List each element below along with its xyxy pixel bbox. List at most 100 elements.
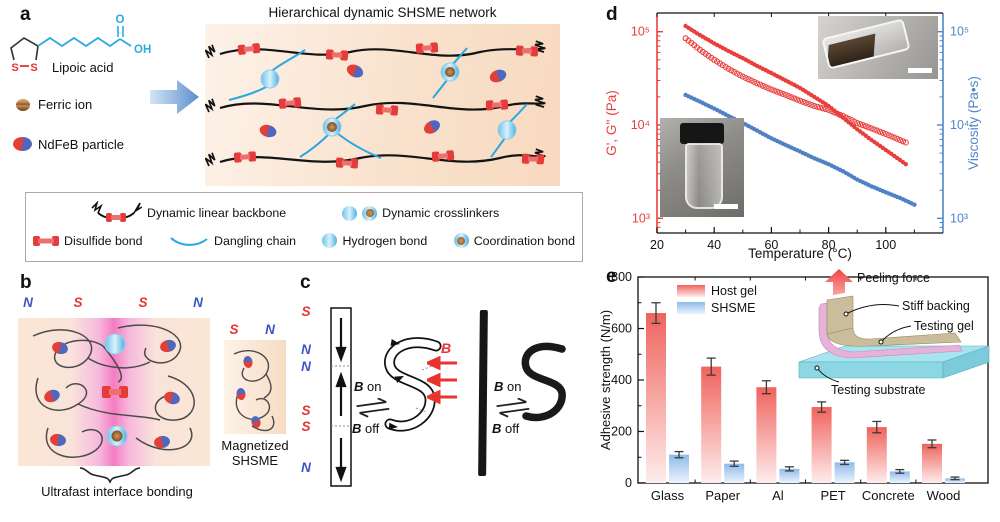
hydrogen-label: Hydrogen bond	[342, 233, 428, 248]
legend-row-1: Dynamic linear backbone Dynamic crosslin…	[26, 201, 582, 225]
ndfeb-particle-label: NdFeB particle	[38, 137, 124, 152]
d-y-tick-left: 10³	[632, 211, 650, 225]
data-point	[739, 73, 746, 80]
substrate-front	[798, 361, 944, 379]
legend-hydrogen: Hydrogen bond	[322, 233, 427, 248]
panel-d-label: d	[606, 4, 618, 25]
e-y-tick-label: 200	[611, 425, 632, 439]
leader-line	[881, 325, 912, 342]
molecule-name: Lipoic acid	[52, 60, 113, 75]
vial-cap	[680, 123, 724, 144]
host-gel-bar	[922, 443, 942, 483]
magnetized-label-line1: Magnetized	[221, 438, 289, 453]
dark-fluid	[827, 33, 876, 69]
data-point	[888, 133, 895, 140]
e-ylabel: Adhesive strength (N/m)	[600, 310, 613, 450]
pole-label-n: N	[265, 322, 275, 337]
panel-a-legend-box: Dynamic linear backbone Dynamic crosslin…	[25, 192, 583, 262]
data-point	[808, 101, 815, 108]
data-point	[828, 108, 835, 115]
b-off-label: B off	[492, 421, 519, 436]
data-point	[794, 96, 801, 103]
reaction-arrow-icon	[150, 80, 199, 114]
shsme-bar	[945, 478, 965, 483]
host-gel-bar	[811, 407, 832, 483]
host-gel-bar	[646, 313, 666, 483]
straight-strip-photo	[478, 309, 488, 477]
d-y-tick-left: 10⁴	[631, 118, 650, 132]
network-title: Hierarchical dynamic SHSME network	[268, 5, 497, 20]
d-y-tick-right: 10⁴	[950, 118, 969, 132]
data-point	[882, 130, 889, 138]
flow-arrows	[388, 338, 404, 430]
pole-label-s: S	[229, 322, 239, 337]
data-point	[871, 126, 878, 133]
hydrogen-bond-node	[260, 69, 280, 89]
sol-vial-photo	[818, 16, 938, 79]
b-symbol: B	[352, 421, 362, 436]
magnet-pole-s: S	[301, 304, 311, 319]
disulfide-bond-node	[102, 386, 128, 398]
equilibrium-arrows-icon	[496, 398, 530, 418]
pole-label-n: N	[23, 295, 33, 310]
adhesion-bar-chart: 0 200 400 600 800 Glass Paper Al PET Concrete Wood…	[600, 270, 989, 503]
e-y-tick-label: 400	[611, 373, 632, 387]
d-y-tick-right: 10⁵	[950, 25, 969, 39]
data-point	[802, 99, 809, 106]
ndfeb-particle-icon	[13, 137, 32, 151]
magnetization-bar	[330, 307, 352, 487]
data-point	[851, 118, 858, 125]
data-point	[854, 119, 861, 127]
shsme-bar	[724, 463, 745, 483]
data-point	[779, 90, 786, 97]
hydrogen-bond-node	[497, 120, 517, 140]
data-point	[891, 134, 898, 141]
data-point	[897, 137, 904, 144]
data-point	[776, 89, 784, 96]
legend-swatch	[677, 302, 705, 314]
data-point	[819, 105, 826, 112]
crosslinkers-label: Dynamic crosslinkers	[382, 206, 500, 220]
c-oh-bond	[119, 38, 132, 47]
coordination-bond-icon	[362, 205, 378, 221]
data-point	[857, 121, 864, 128]
panel-e-label: e	[606, 266, 617, 287]
d-ylabel-left: G', G'' (Pa)	[604, 90, 619, 156]
panel-b-label: b	[20, 272, 32, 293]
data-point	[899, 138, 907, 145]
scale-bar	[714, 204, 738, 209]
leader-dot	[814, 365, 820, 371]
magnetized-label-line2: SHSME	[231, 453, 279, 468]
d-x-tick-label: 20	[650, 238, 664, 252]
field-arrows	[427, 356, 457, 405]
data-point	[745, 76, 752, 83]
leader-dot	[878, 339, 884, 345]
s-shape-photo	[521, 342, 566, 422]
host-gel-bar	[701, 366, 722, 483]
legend-crosslinkers: Dynamic crosslinkers	[342, 205, 500, 221]
on-word: on	[507, 379, 522, 394]
leader-line	[847, 304, 900, 314]
e-y-tick-label: 600	[611, 322, 632, 336]
disulfide-bond-icon	[33, 235, 59, 246]
carbon-chain	[37, 36, 121, 48]
host-gel-bar	[756, 387, 777, 483]
magnet-pole-s: S	[301, 403, 311, 418]
data-point	[768, 86, 775, 93]
b-symbol: B	[492, 421, 502, 436]
backbone-label: Dynamic linear backbone	[147, 206, 287, 220]
data-point	[811, 102, 818, 110]
dangling-label: Dangling chain	[214, 233, 296, 248]
data-point	[816, 104, 824, 111]
host-gel-bar	[866, 427, 887, 483]
pole-label-s: S	[138, 295, 148, 310]
data-point	[877, 128, 884, 135]
magnetized-gel-network	[233, 349, 275, 432]
data-point	[754, 80, 761, 87]
coordination-bond-node	[440, 62, 460, 82]
rheology-chart: 20 40 60 80 100 10³ 10³ 10⁴ 10⁴ 10⁵ 10⁵ Temperature…	[604, 12, 981, 261]
d-x-tick-label: 60	[764, 238, 778, 252]
data-point	[782, 91, 789, 98]
data-point	[765, 85, 772, 92]
